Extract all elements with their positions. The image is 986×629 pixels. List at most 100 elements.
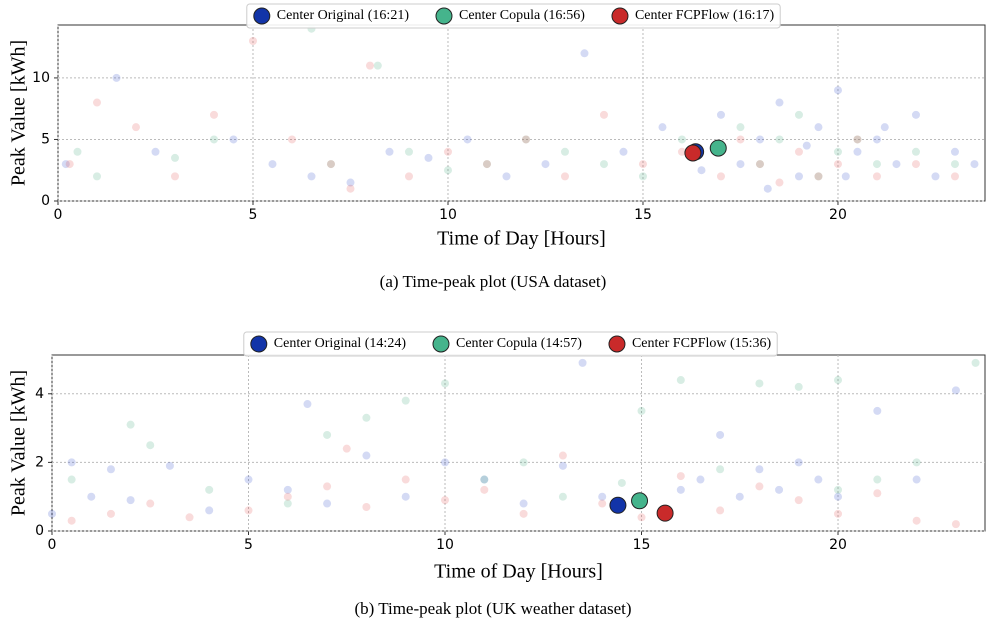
x-tick-label: 10 <box>439 207 457 223</box>
sample-point <box>480 475 489 484</box>
sample-point <box>637 513 646 522</box>
sample-point <box>677 135 686 144</box>
sample-point <box>502 172 511 181</box>
caption: (a) Time-peak plot (USA dataset) <box>380 272 607 291</box>
legend-marker <box>250 335 268 353</box>
sample-point <box>480 485 489 494</box>
sample-point <box>365 61 374 70</box>
x-tick-label: 0 <box>48 537 57 553</box>
sample-point <box>873 489 882 498</box>
x-tick-label: 10 <box>436 537 454 553</box>
sample-point <box>67 458 76 467</box>
sample-point <box>404 147 413 156</box>
sample-point <box>794 458 803 467</box>
legend: Center Original (14:24) Center Copula (14… <box>243 331 778 357</box>
sample-point <box>541 160 550 169</box>
sample-point <box>833 86 842 95</box>
sample-point <box>126 420 135 429</box>
sample-point <box>92 98 101 107</box>
legend-label: Center FCPFlow (16:17) <box>635 8 775 23</box>
sample-point <box>716 465 725 474</box>
sample-point <box>794 172 803 181</box>
sample-point <box>362 451 371 460</box>
sample-point <box>268 160 277 169</box>
sample-point <box>755 135 764 144</box>
sample-point <box>480 475 489 484</box>
sample-point <box>638 172 647 181</box>
y-tick-label: 5 <box>41 131 50 147</box>
sample-point <box>775 178 784 187</box>
sample-point <box>775 135 784 144</box>
sample-point <box>326 160 335 169</box>
sample-point <box>209 135 218 144</box>
sample-point <box>307 172 316 181</box>
sample-point <box>950 160 959 169</box>
sample-point <box>814 172 823 181</box>
sample-point <box>229 135 238 144</box>
legend-marker <box>611 7 629 25</box>
legend-label: Center FCPFlow (15:36) <box>632 336 772 351</box>
sample-point <box>92 172 101 181</box>
sample-point <box>833 147 842 156</box>
sample-point <box>106 465 115 474</box>
sample-point <box>73 147 82 156</box>
sample-point <box>519 458 528 467</box>
x-tick-label: 20 <box>829 207 847 223</box>
sample-point <box>794 496 803 505</box>
sample-point <box>170 153 179 162</box>
sample-point <box>106 509 115 518</box>
x-tick-label: 15 <box>634 207 652 223</box>
sample-point <box>65 160 74 169</box>
sample-point <box>872 135 881 144</box>
sample-point <box>716 172 725 181</box>
legend-label: Center Original (16:21) <box>277 8 410 23</box>
sample-point <box>346 184 355 193</box>
sample-point <box>441 496 450 505</box>
plot-frame <box>51 354 986 532</box>
sample-point <box>283 499 292 508</box>
legend: Center Original (16:21) Center Copula (16… <box>246 3 781 29</box>
sample-point <box>736 160 745 169</box>
sample-point <box>248 37 257 45</box>
legend-marker <box>432 335 450 353</box>
sample-point <box>950 172 959 181</box>
sample-point <box>61 160 70 169</box>
plot: 0 5 10 15 20 0 2 4 <box>35 354 986 553</box>
sample-point <box>676 485 685 494</box>
sample-point <box>362 413 371 422</box>
sample-point <box>521 135 530 144</box>
sample-point <box>482 160 491 169</box>
sample-point <box>912 516 921 525</box>
sample-point <box>814 475 823 484</box>
sample-point <box>519 509 528 518</box>
x-axis-label: Time of Day [Hours] <box>437 228 606 250</box>
sample-point <box>677 147 686 156</box>
sample-point <box>558 451 567 460</box>
legend-label: Center Copula (16:56) <box>459 8 585 23</box>
sample-point <box>892 160 901 169</box>
sample-point <box>373 61 382 70</box>
sample-point <box>323 430 332 439</box>
sample-point <box>853 135 862 144</box>
sample-point <box>951 386 960 395</box>
sample-point <box>441 379 450 388</box>
sample-point <box>283 485 292 494</box>
sample-point <box>385 147 394 156</box>
y-axis-label: Peak Value [kWh] <box>8 370 30 516</box>
sample-point <box>676 472 685 481</box>
x-tick-label: 5 <box>244 537 253 553</box>
legend-marker <box>608 335 626 353</box>
plot: 0 5 10 15 20 0 5 10 <box>32 24 986 223</box>
sample-point <box>185 513 194 522</box>
sample-point <box>401 396 410 405</box>
sample-point <box>67 475 76 484</box>
center-point <box>656 504 674 522</box>
sample-point <box>205 506 214 515</box>
sample-point <box>67 516 76 525</box>
sample-point <box>560 172 569 181</box>
legend-marker <box>253 7 271 25</box>
sample-point <box>638 160 647 169</box>
x-tick-label: 0 <box>54 207 63 223</box>
sample-point <box>794 147 803 156</box>
sample-point <box>880 123 889 132</box>
